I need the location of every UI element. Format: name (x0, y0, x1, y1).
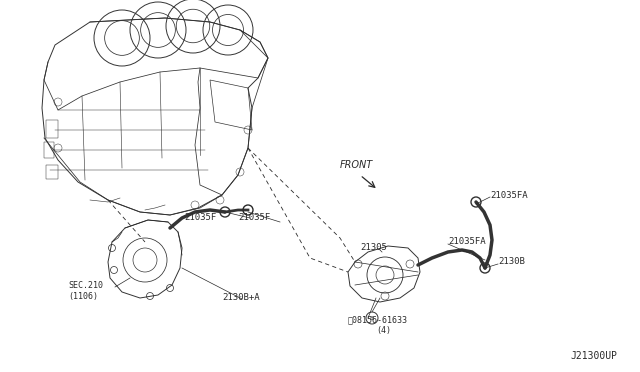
Text: Ⓑ08156-61633: Ⓑ08156-61633 (348, 315, 408, 324)
Text: (1106): (1106) (68, 292, 98, 301)
Text: J21300UP: J21300UP (570, 351, 617, 361)
Text: 21035FA: 21035FA (490, 190, 527, 199)
Text: FRONT: FRONT (340, 160, 373, 170)
Text: (4): (4) (376, 327, 391, 336)
Text: SEC.210: SEC.210 (68, 280, 103, 289)
Text: 21035FA: 21035FA (448, 237, 486, 247)
Text: 21035F: 21035F (238, 214, 270, 222)
Text: 21035F: 21035F (184, 214, 216, 222)
Text: B: B (370, 315, 374, 321)
Text: 2130B: 2130B (498, 257, 525, 266)
Text: 2130B+A: 2130B+A (222, 294, 260, 302)
Text: 21305: 21305 (360, 244, 387, 253)
